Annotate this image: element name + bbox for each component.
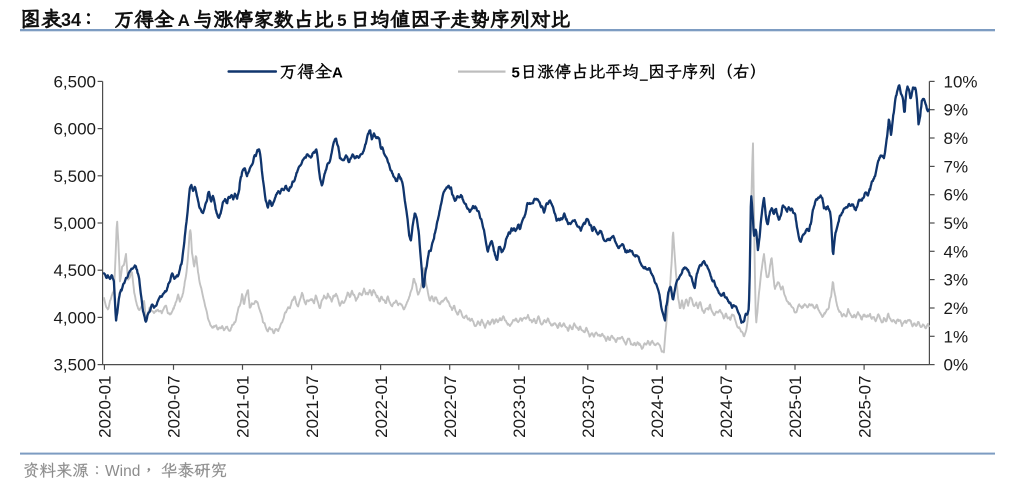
svg-text:2024-07: 2024-07 <box>717 376 736 438</box>
svg-text:2020-07: 2020-07 <box>165 376 184 438</box>
svg-text:2023-01: 2023-01 <box>510 376 529 438</box>
svg-text:9%: 9% <box>944 101 969 120</box>
svg-text:2021-07: 2021-07 <box>303 376 322 438</box>
svg-text:3,500: 3,500 <box>53 356 96 375</box>
svg-text:2022-01: 2022-01 <box>372 376 391 438</box>
svg-text:5: 5 <box>512 65 520 82</box>
svg-text:4,500: 4,500 <box>53 261 96 280</box>
svg-text:2020-01: 2020-01 <box>96 376 115 438</box>
svg-text:2023-07: 2023-07 <box>579 376 598 438</box>
svg-text:5: 5 <box>337 11 346 30</box>
svg-text:3%: 3% <box>944 271 969 290</box>
svg-text:2025-07: 2025-07 <box>855 376 874 438</box>
svg-text:6%: 6% <box>944 186 969 205</box>
svg-text:A: A <box>178 11 190 30</box>
svg-text:Wind: Wind <box>105 463 140 480</box>
svg-text:6,000: 6,000 <box>53 120 96 139</box>
svg-text:2021-01: 2021-01 <box>234 376 253 438</box>
svg-text:7%: 7% <box>944 157 969 176</box>
svg-text:34: 34 <box>61 10 81 30</box>
svg-text:2025-01: 2025-01 <box>786 376 805 438</box>
svg-text:5%: 5% <box>944 214 969 233</box>
svg-text:5,000: 5,000 <box>53 214 96 233</box>
svg-text:A: A <box>332 65 343 82</box>
svg-text:1%: 1% <box>944 327 969 346</box>
svg-text:2024-01: 2024-01 <box>648 376 667 438</box>
svg-text:4%: 4% <box>944 242 969 261</box>
svg-text:2022-07: 2022-07 <box>441 376 460 438</box>
svg-text:4,000: 4,000 <box>53 308 96 327</box>
svg-text:6,500: 6,500 <box>53 72 96 91</box>
svg-text:8%: 8% <box>944 129 969 148</box>
svg-text:10%: 10% <box>944 72 978 91</box>
svg-text:2%: 2% <box>944 299 969 318</box>
svg-text:0%: 0% <box>944 356 969 375</box>
svg-text:5,500: 5,500 <box>53 167 96 186</box>
